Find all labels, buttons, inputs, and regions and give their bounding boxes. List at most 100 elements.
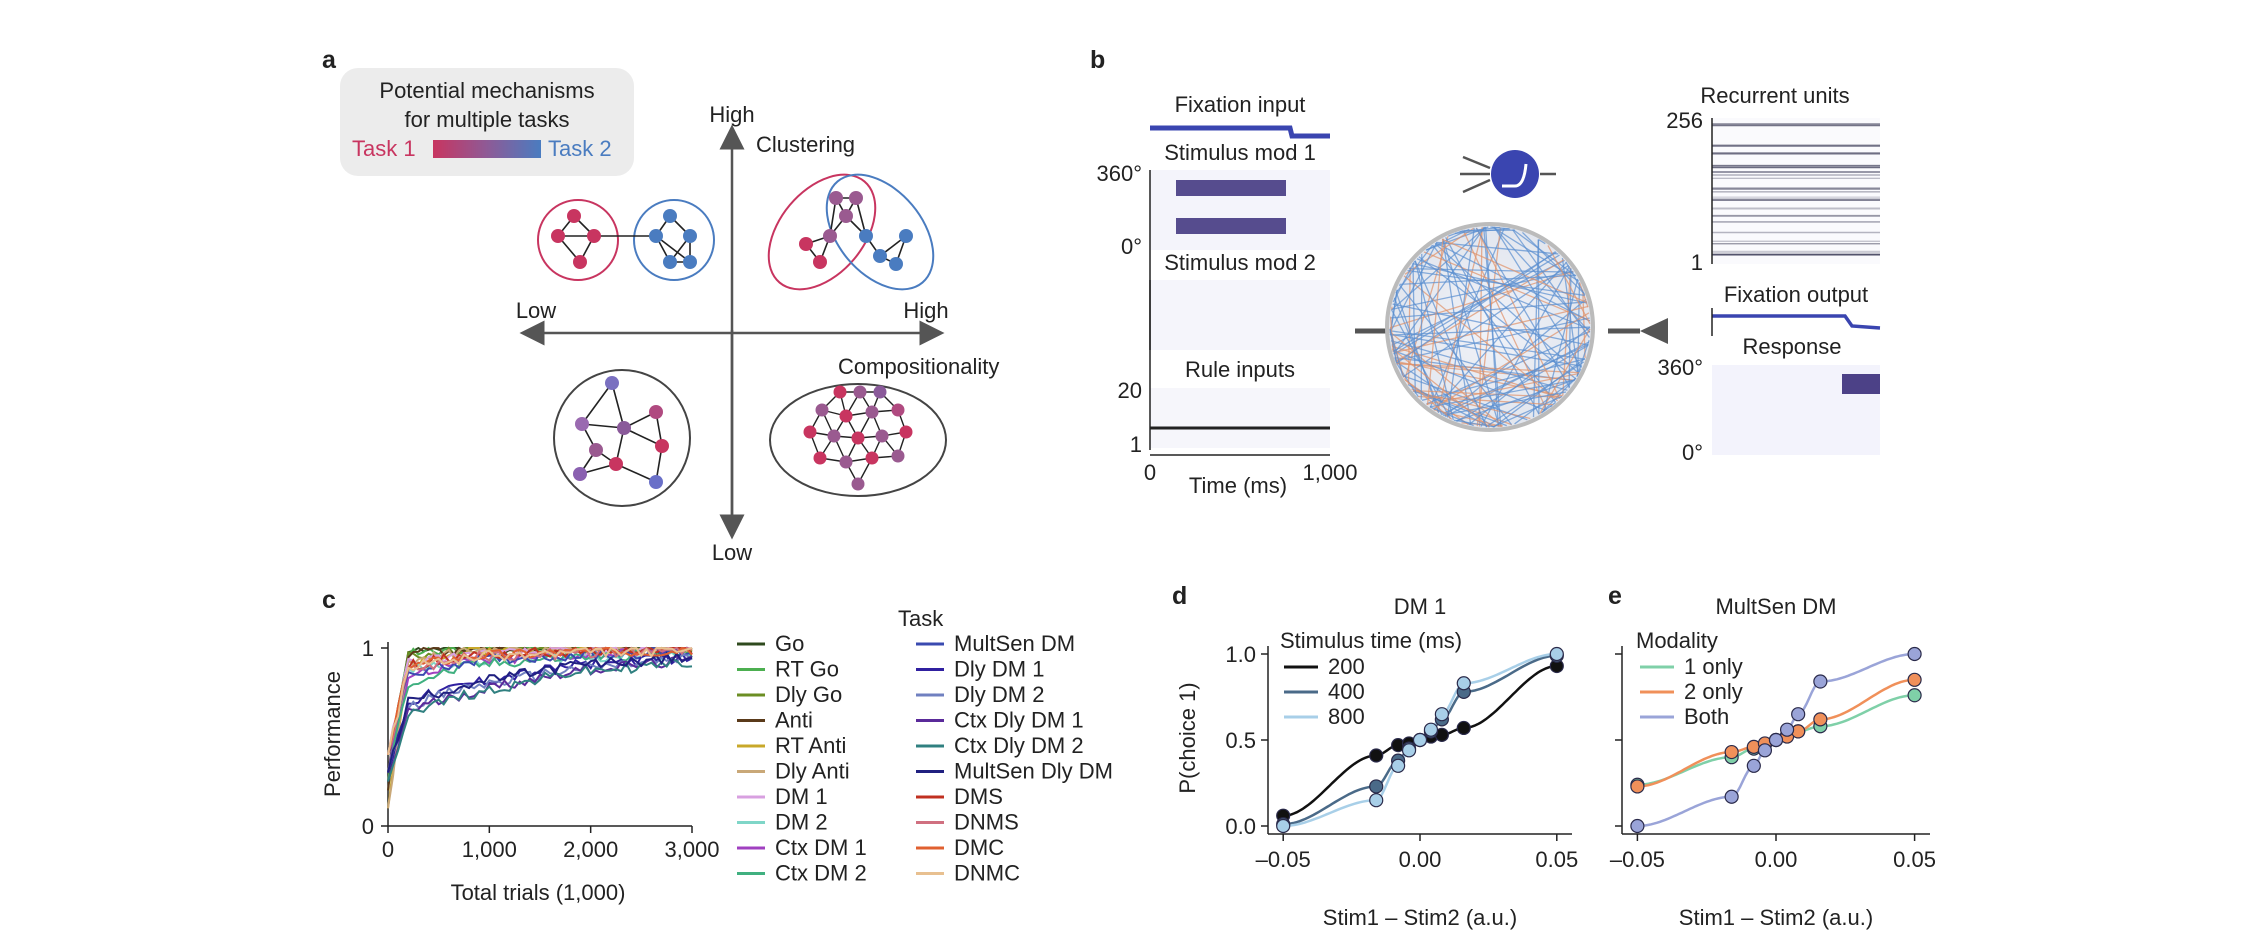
axis-low-left: Low [516, 298, 556, 323]
network-edge [1389, 328, 1397, 363]
network-edge [1389, 270, 1574, 329]
compositionality-label: Compositionality [838, 354, 999, 379]
c-series-ctx-dm-2 [387, 646, 693, 773]
network-edge [1407, 269, 1585, 297]
dChart-x-tick-label: 0.00 [1399, 847, 1442, 872]
resp-y-bottom: 0° [1682, 440, 1703, 465]
c-legend-label: RT Anti [775, 733, 846, 758]
network-edge [1396, 362, 1575, 381]
panel-label-a: a [322, 46, 337, 74]
eChart-point [1779, 722, 1795, 737]
network-edge [1541, 377, 1577, 413]
network-edge [1418, 395, 1554, 406]
e-x-label: Stim1 – Stim2 (a.u.) [1679, 905, 1873, 930]
network-edge [1459, 226, 1500, 233]
network-compositional [769, 383, 947, 497]
network-edge [1492, 226, 1580, 282]
eChart-x-tick-label: 0.05 [1893, 847, 1936, 872]
network-edge [1396, 363, 1580, 374]
e-title: MultSen DM [1715, 594, 1836, 619]
c-legend-label: DMS [954, 784, 1003, 809]
d-y-label: P(choice 1) [1175, 682, 1200, 793]
lattice-node [875, 429, 889, 443]
eChart-legend-label: Both [1684, 704, 1729, 729]
lattice-node [851, 477, 865, 491]
network-edge [1420, 253, 1423, 400]
c-legend-label: RT Go [775, 657, 839, 682]
c-x-tick-label: 3,000 [664, 837, 719, 862]
dChart-point [1369, 793, 1384, 808]
c-legend-label: Go [775, 631, 804, 656]
eChart-point [1768, 732, 1784, 748]
network-edge [1391, 226, 1487, 311]
eChart-point [1630, 818, 1645, 834]
eChart-point [1813, 674, 1828, 689]
recurrent-unit-rows [1712, 123, 1880, 256]
eChart-point [1757, 743, 1773, 758]
network-edge [1390, 333, 1583, 367]
network-edge [1549, 405, 1553, 408]
network-edge [1475, 227, 1571, 388]
units-y-top: 256 [1666, 108, 1703, 133]
network-edge [1390, 306, 1393, 310]
c-series-go [387, 646, 693, 773]
c-x-label: Total trials (1,000) [451, 880, 626, 905]
c-legend-label: DM 1 [775, 784, 828, 809]
c-legend-label: DM 2 [775, 810, 828, 835]
mod1-y-top: 360° [1096, 161, 1142, 186]
stimulus-mod1-band-1 [1176, 180, 1286, 196]
c-legend-label: Ctx DM 1 [775, 835, 867, 860]
network-edge [1412, 263, 1416, 394]
time-tick-start: 0 [1144, 460, 1156, 485]
network-edge [1442, 391, 1567, 416]
dChart-point [1434, 707, 1449, 722]
lattice-node [873, 385, 887, 399]
c-legend-label: DNMS [954, 810, 1019, 835]
network-edge [1454, 228, 1509, 234]
panel-label-d: d [1172, 582, 1187, 610]
network-edge [1396, 251, 1556, 364]
dChart-x-tick-label: 0.05 [1535, 847, 1578, 872]
network-edge [1485, 361, 1585, 428]
network-connections [1389, 226, 1591, 428]
c-legend-label: MultSen DM [954, 631, 1075, 656]
panel-label-e: e [1608, 582, 1622, 610]
dChart-point [1391, 758, 1406, 773]
c-y-label: Performance [320, 671, 345, 797]
dChart-y-tick-label: 0.0 [1225, 814, 1256, 839]
task2-label: Task 2 [548, 136, 612, 161]
lattice-node [865, 451, 879, 465]
c-legend-title: Task [898, 606, 944, 631]
network-edge [1389, 330, 1585, 360]
stimulus-mod1-label: Stimulus mod 1 [1164, 140, 1316, 165]
panel-label-b: b [1090, 46, 1105, 74]
dChart-legend-label: 400 [1328, 679, 1365, 704]
network-edge [1468, 326, 1591, 426]
c-series-multsen-dly-dm [387, 651, 693, 773]
c-series-ctx-dm-1 [387, 646, 693, 773]
network-edge [1395, 292, 1440, 414]
fixation-output-label: Fixation output [1724, 282, 1868, 307]
performance-curves [387, 646, 693, 809]
dChart-legend-label: 200 [1328, 654, 1365, 679]
lattice-node [839, 455, 853, 469]
dChart-x-tick-label: –0.05 [1256, 847, 1311, 872]
panel-e: e MultSen DM Stim1 – Stim2 (a.u.) –0.05 0… [1608, 582, 1936, 930]
lattice-node [865, 405, 879, 419]
stimulus-mod2-label: Stimulus mod 2 [1164, 250, 1316, 275]
network-edge [1446, 228, 1475, 418]
dChart-point [1456, 676, 1471, 691]
c-series-ctx-dly-dm-2 [387, 658, 693, 782]
network-edge [1414, 260, 1488, 428]
c-legend-label: Dly Anti [775, 759, 850, 784]
network-edge [1392, 260, 1416, 303]
panel-label-c: c [322, 586, 336, 614]
resp-y-top: 360° [1657, 355, 1703, 380]
eChart-point [1907, 672, 1922, 687]
legend-title-line-1: Potential mechanisms [379, 78, 594, 103]
eChart-legend-label: 2 only [1684, 679, 1743, 704]
c-legend-label: DMC [954, 835, 1004, 860]
c-series-ctx-dly-dm-1 [387, 655, 693, 782]
task1-circle [537, 199, 619, 281]
